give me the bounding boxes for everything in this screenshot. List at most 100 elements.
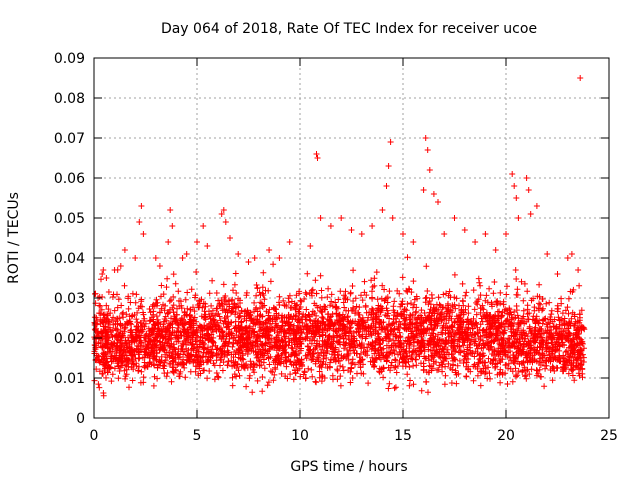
data-point [527, 359, 533, 365]
data-point [153, 296, 160, 303]
data-point [280, 297, 287, 304]
data-point [317, 304, 324, 310]
data-point [206, 290, 213, 297]
data-point [481, 342, 488, 349]
data-point [470, 315, 477, 322]
data-point [515, 368, 522, 375]
data-point [475, 342, 482, 349]
data-point [266, 247, 273, 253]
data-point [567, 322, 574, 329]
data-point [339, 331, 345, 338]
data-point [460, 311, 467, 318]
data-point [149, 303, 156, 310]
data-point [138, 203, 145, 209]
data-point [412, 320, 419, 327]
data-point [492, 313, 499, 320]
y-tick-label: 0.09 [54, 51, 85, 67]
data-point [396, 359, 403, 365]
data-point [427, 301, 434, 308]
data-point [359, 333, 366, 340]
data-point [422, 135, 429, 141]
data-point [506, 336, 513, 343]
data-point [424, 147, 431, 153]
data-point [520, 297, 527, 304]
data-point [231, 281, 238, 288]
data-point [313, 290, 320, 297]
data-point [222, 293, 229, 299]
data-point [257, 327, 264, 333]
data-point [334, 366, 341, 373]
data-point [229, 382, 236, 389]
data-point [164, 340, 171, 347]
data-point [159, 333, 166, 340]
data-point [104, 331, 111, 338]
data-point [313, 151, 320, 157]
data-point [244, 346, 250, 353]
data-point [385, 163, 392, 169]
data-point [548, 336, 555, 343]
data-point [545, 357, 552, 364]
data-point [170, 293, 177, 300]
data-point [140, 311, 147, 318]
data-point [463, 289, 470, 296]
data-point [151, 373, 158, 380]
data-point [138, 296, 145, 303]
data-point [136, 363, 142, 370]
data-point [348, 320, 354, 327]
data-point [203, 332, 210, 339]
data-point [543, 300, 550, 307]
data-point [267, 315, 274, 322]
data-point [327, 302, 333, 309]
data-point [350, 304, 357, 311]
data-point [192, 329, 199, 336]
data-point [301, 368, 308, 375]
data-point [103, 302, 110, 309]
data-point [143, 335, 149, 342]
data-point [392, 315, 399, 322]
data-point [371, 359, 378, 366]
data-point [312, 328, 319, 335]
data-point [114, 291, 120, 298]
data-point [477, 382, 484, 389]
data-point [256, 362, 263, 369]
data-point [148, 331, 155, 338]
data-point [333, 304, 340, 311]
data-point [511, 320, 518, 327]
data-point [263, 325, 270, 332]
data-point [169, 321, 176, 327]
data-point [542, 345, 549, 352]
data-point [196, 365, 203, 372]
data-point [462, 292, 469, 299]
data-point [204, 357, 211, 364]
data-point [492, 247, 499, 253]
data-point [276, 255, 283, 261]
data-point [413, 293, 420, 300]
data-point [174, 320, 181, 327]
data-point [140, 231, 147, 237]
data-point [510, 330, 517, 337]
data-point [179, 255, 186, 261]
data-point [451, 301, 458, 308]
data-point [121, 367, 128, 374]
data-point [565, 295, 572, 302]
data-point [544, 335, 551, 341]
data-point [112, 325, 119, 332]
data-point [375, 335, 382, 342]
data-point [261, 296, 268, 303]
data-point [392, 357, 399, 364]
data-point [174, 351, 181, 358]
data-point [92, 320, 99, 327]
data-point [191, 343, 198, 350]
data-point [316, 341, 323, 348]
data-point [392, 333, 399, 340]
data-point [403, 314, 410, 321]
data-point [103, 355, 110, 362]
data-point [483, 292, 490, 299]
data-point [435, 294, 442, 301]
data-point [428, 321, 435, 328]
data-point [291, 341, 298, 347]
data-point [314, 338, 321, 344]
data-point [559, 310, 566, 317]
data-point [480, 306, 487, 313]
data-point [421, 342, 428, 349]
